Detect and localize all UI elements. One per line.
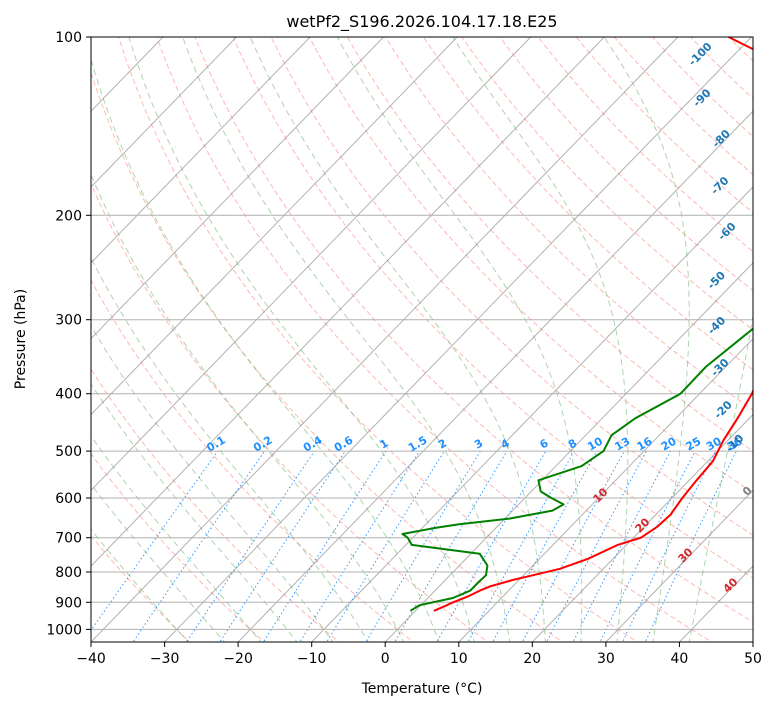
dry-adiabat-line bbox=[156, 37, 713, 642]
dry-adiabat-line bbox=[232, 37, 753, 579]
isotherm-line bbox=[91, 37, 311, 264]
mixing-ratio-line bbox=[299, 450, 420, 642]
isotherm-line bbox=[237, 110, 753, 642]
x-tick-label: −40 bbox=[76, 651, 106, 667]
mixing-ratio-line bbox=[91, 450, 219, 632]
isotherm-line bbox=[458, 337, 753, 642]
temperature-profile-line bbox=[433, 37, 753, 612]
dewpoint-profile-line bbox=[401, 327, 753, 612]
mixing-ratio-line bbox=[219, 450, 346, 642]
x-tick-label: 30 bbox=[597, 651, 615, 667]
y-tick-label: 400 bbox=[55, 387, 82, 403]
x-tick-label: 50 bbox=[744, 651, 762, 667]
x-tick-label: 20 bbox=[523, 651, 541, 667]
background-lines bbox=[91, 37, 753, 642]
moist-adiabat-line bbox=[91, 483, 226, 642]
y-tick-label: 300 bbox=[55, 313, 82, 329]
x-tick-label: 10 bbox=[450, 651, 468, 667]
y-tick-label: 600 bbox=[55, 491, 82, 507]
moist-adiabat-line bbox=[91, 256, 369, 642]
mixing-ratio-line bbox=[546, 450, 647, 642]
dry-adiabat-line bbox=[384, 37, 753, 411]
x-axis-label: Temperature (°C) bbox=[361, 681, 483, 697]
mixing-ratio-line bbox=[185, 450, 315, 642]
isotherm-line bbox=[91, 37, 458, 416]
x-tick-label: −20 bbox=[223, 651, 253, 667]
y-tick-label: 200 bbox=[55, 208, 82, 224]
y-tick-label: 1000 bbox=[46, 622, 82, 638]
isotherm-line bbox=[91, 37, 237, 188]
chart-title: wetPf2_S196.2026.104.17.18.E25 bbox=[286, 12, 557, 32]
plot-frame bbox=[90, 36, 754, 643]
y-tick-label: 800 bbox=[55, 565, 82, 581]
profile-lines bbox=[401, 37, 753, 612]
y-tick-label: 500 bbox=[55, 444, 82, 460]
dry-adiabat-line bbox=[308, 37, 753, 494]
y-axis: 100 200 300 400 500 600 700 800 900 1000 bbox=[46, 30, 91, 638]
mixing-ratio-line bbox=[521, 450, 625, 642]
mixing-ratio-line bbox=[326, 450, 445, 642]
y-tick-label: 900 bbox=[55, 595, 82, 611]
x-tick-label: 40 bbox=[670, 651, 688, 667]
x-axis: −40 −30 −20 −10 0 10 20 30 40 50 bbox=[76, 642, 762, 667]
x-tick-label: 0 bbox=[381, 651, 390, 667]
mixing-ratio-line bbox=[644, 450, 737, 642]
isotherm-line bbox=[164, 37, 752, 642]
dry-adiabat-line bbox=[423, 37, 753, 371]
y-axis-label: Pressure (hPa) bbox=[13, 289, 29, 389]
mixing-ratio-line bbox=[572, 450, 671, 642]
isotherm-line bbox=[91, 37, 605, 567]
isotherm-line bbox=[91, 37, 679, 642]
isotherm-line bbox=[91, 37, 532, 492]
dry-adiabat-line bbox=[91, 182, 489, 642]
dry-adiabat-line bbox=[270, 37, 753, 536]
y-tick-label: 700 bbox=[55, 531, 82, 547]
x-tick-label: −10 bbox=[297, 651, 327, 667]
isotherm-line bbox=[605, 489, 753, 642]
isotherm-line bbox=[384, 262, 753, 642]
dry-adiabat-line bbox=[91, 452, 265, 642]
mixing-ratio-line bbox=[394, 450, 508, 642]
isotherm-line bbox=[91, 37, 384, 340]
y-tick-label: 100 bbox=[55, 30, 82, 46]
x-tick-label: −30 bbox=[150, 651, 180, 667]
